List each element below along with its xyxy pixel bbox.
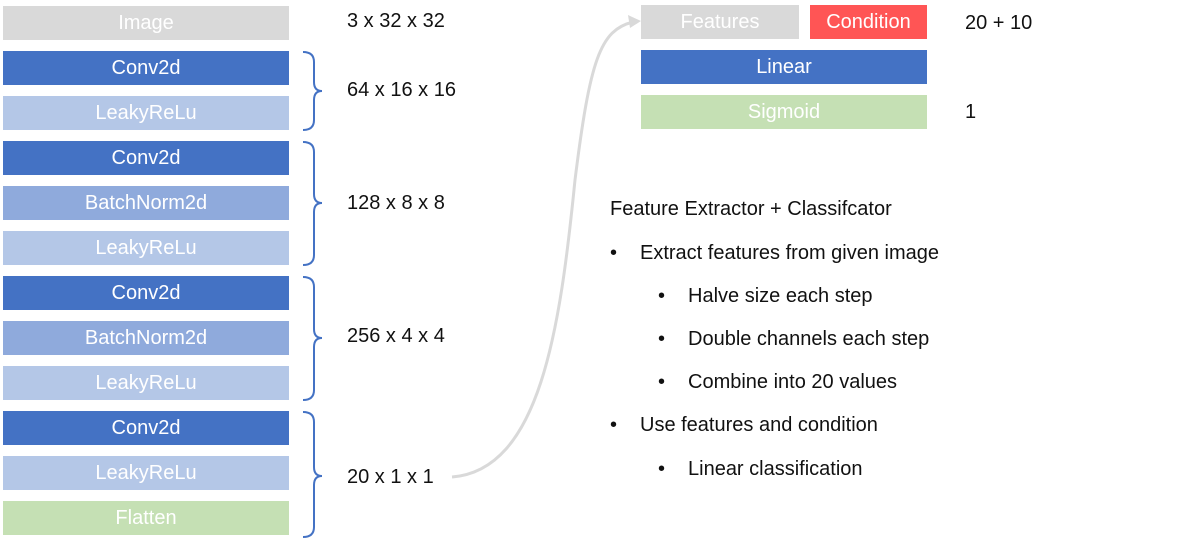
description-title: Feature Extractor + Classifcator (610, 198, 892, 220)
dim-stage-2: 128 x 8 x 8 (347, 192, 445, 214)
brace-group-4 (302, 411, 323, 538)
features-arrow (451, 20, 634, 479)
bullet-dot-icon: • (610, 414, 618, 436)
flatten-block: Flatten (3, 501, 289, 535)
conv2d-block-2: Conv2d (3, 141, 289, 175)
bullet-text: Halve size each step (688, 285, 873, 307)
brace-group-1 (302, 51, 323, 131)
conv2d-block-3: Conv2d (3, 276, 289, 310)
sigmoid-block: Sigmoid (641, 95, 927, 129)
bullet-dot-icon: • (658, 458, 666, 480)
dim-stage-3: 256 x 4 x 4 (347, 325, 445, 347)
dim-stage-1: 64 x 16 x 16 (347, 79, 456, 101)
bullet-text: Combine into 20 values (688, 371, 898, 393)
batchnorm2d-block-2: BatchNorm2d (3, 321, 289, 355)
dim-stage-4: 20 x 1 x 1 (347, 466, 434, 488)
brace-group-3 (302, 276, 323, 401)
dim-classifier-input: 20 + 10 (965, 12, 1033, 34)
bullet-dot-icon: • (658, 371, 666, 393)
leakyrelu-block-2: LeakyReLu (3, 231, 289, 265)
bullet-dot-icon: • (658, 328, 666, 350)
leakyrelu-block-4: LeakyReLu (3, 456, 289, 490)
features-arrowhead (628, 15, 641, 28)
condition-block: Condition (810, 5, 927, 39)
brace-group-2 (302, 141, 323, 266)
dim-input: 3 x 32 x 32 (347, 10, 445, 32)
bullet-dot-icon: • (658, 285, 666, 307)
conv2d-block-1: Conv2d (3, 51, 289, 85)
bullet-text: Extract features from given image (640, 242, 940, 264)
image-block: Image (3, 6, 289, 40)
batchnorm2d-block-1: BatchNorm2d (3, 186, 289, 220)
leakyrelu-block-3: LeakyReLu (3, 366, 289, 400)
dim-classifier-output: 1 (965, 101, 977, 123)
bullet-text: Double channels each step (688, 328, 930, 350)
bullet-text: Linear classification (688, 458, 863, 480)
conv2d-block-4: Conv2d (3, 411, 289, 445)
bullet-dot-icon: • (610, 242, 618, 264)
features-block: Features (641, 5, 799, 39)
leakyrelu-block-1: LeakyReLu (3, 96, 289, 130)
linear-block: Linear (641, 50, 927, 84)
bullet-text: Use features and condition (640, 414, 878, 436)
